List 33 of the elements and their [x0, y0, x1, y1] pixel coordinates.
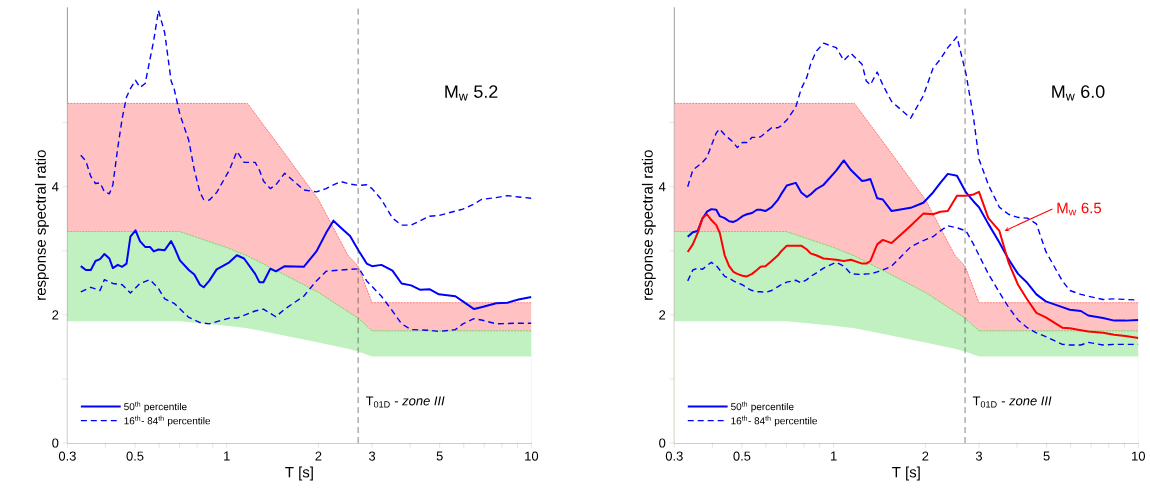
text: M$_{w}$ 6.0 — [1052, 85, 1105, 101]
legend-label: 50$^{th}$ percentile — [731, 401, 794, 413]
legend-label: 16$^{th}$- 84$^{th}$ percentile — [731, 415, 817, 427]
annotation: M$_{w}$ 6.5 — [1057, 202, 1102, 216]
x-tick-label: 2 — [922, 451, 929, 461]
x-tick-label: 0.5 — [733, 451, 751, 461]
x-tick-label: 2 — [315, 451, 322, 461]
y-tick-label: 4 — [52, 182, 59, 192]
x-tick-label: 10 — [525, 451, 539, 461]
x-tick-label: 10 — [1132, 451, 1146, 461]
x-axis-title: T [s] — [892, 466, 920, 481]
x-tick-label: 1 — [224, 451, 230, 461]
y-axis-title: response spectral ratio — [641, 150, 656, 300]
x-tick-label: 3 — [975, 451, 983, 461]
x-tick-label: 3 — [368, 451, 376, 461]
x-tick-label: 0.3 — [665, 451, 683, 461]
x-tick-label: 0.5 — [126, 451, 144, 461]
y-tick-label: 2 — [659, 310, 666, 320]
x-axis-title: T [s] — [285, 466, 313, 481]
legend-label: 16$^{th}$- 84$^{th}$ percentile — [124, 415, 211, 427]
text: M$_{w}$ 5.2 — [445, 85, 498, 101]
x-tick-label: 1 — [831, 451, 837, 461]
x-tick-label: 5 — [436, 451, 443, 461]
x-tick-label: 5 — [1043, 451, 1050, 461]
y-tick-label: 0 — [52, 438, 59, 448]
y-tick-label: 4 — [658, 182, 666, 192]
ref-line-label: T$_{01D}$ - zone III — [365, 396, 445, 408]
y-axis-title: response spectral ratio — [34, 150, 49, 300]
ref-line-label: T$_{01D}$ - zone III — [972, 396, 1052, 408]
y-tick-label: 0 — [659, 438, 666, 448]
y-tick-label: 2 — [52, 310, 59, 320]
legend-label: 50$^{th}$ percentile — [124, 401, 187, 413]
x-tick-label: 0.3 — [58, 451, 76, 461]
